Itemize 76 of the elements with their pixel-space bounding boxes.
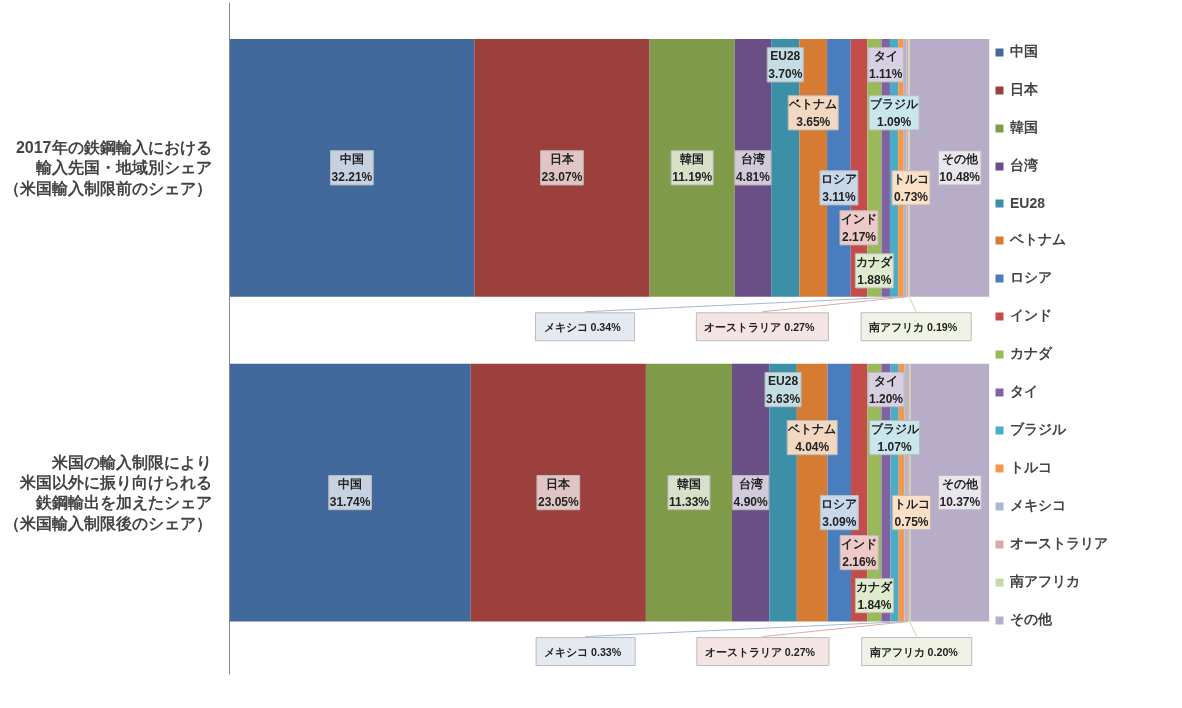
legend-label: カナダ (1010, 345, 1052, 363)
legend-label: トルコ (1010, 459, 1052, 477)
text: カナダ (856, 254, 893, 269)
data-label: 10.37% (939, 494, 981, 509)
data-label: 3.63% (766, 391, 801, 406)
text: オーストラリア 0.27% (704, 320, 815, 333)
data-label: 1.07% (877, 439, 912, 454)
legend-label: 中国 (1010, 43, 1038, 61)
data-label: 3.09% (822, 514, 857, 529)
text: 南アフリカ 0.20% (869, 645, 958, 658)
text: 韓国 (676, 476, 701, 491)
data-label: 11.33% (668, 494, 710, 509)
text: タイ (873, 373, 898, 388)
data-label: 3.11% (822, 189, 856, 204)
data-label: 2.16% (842, 554, 877, 569)
text: 台湾 (738, 476, 763, 491)
text: ロシア (820, 171, 857, 186)
data-label: 3.70% (768, 66, 803, 81)
text: 日本 (546, 476, 571, 491)
text: その他 (941, 476, 978, 491)
legend-label: 日本 (1010, 81, 1038, 99)
legend-label: オーストラリア (1010, 535, 1108, 553)
legend-label: その他 (1010, 611, 1052, 629)
y-tick-label: 米国の輸入制限により米国以外に振り向けられる鉄鋼輸出を加えたシェア（米国輸入制限後のシェア） (3, 453, 212, 533)
legend-label: タイ (1010, 383, 1038, 401)
data-label: 4.90% (733, 494, 768, 509)
data-label: 0.73% (893, 189, 929, 204)
text: 中国 (339, 151, 364, 166)
data-label: 1.20% (868, 391, 904, 406)
legend-label: 台湾 (1010, 157, 1038, 175)
data-label: 32.21% (331, 169, 373, 184)
text: インド (840, 211, 877, 226)
text: 韓国 (680, 151, 705, 166)
data-label: 4.04% (795, 439, 830, 454)
data-label: 23.05% (537, 494, 579, 509)
legend-label: 韓国 (1010, 119, 1038, 137)
text: ブラジル (870, 421, 919, 436)
text: ロシア (821, 496, 858, 511)
text: 南アフリカ 0.19% (869, 320, 958, 333)
legend-label: ブラジル (1010, 421, 1066, 439)
data-label: 23.07% (541, 169, 583, 184)
text: メキシコ 0.33% (544, 645, 622, 658)
data-label: 4.81% (735, 169, 771, 184)
text: 日本 (549, 151, 574, 166)
legend-label: EU28 (1010, 195, 1046, 211)
text: タイ (873, 48, 898, 63)
data-label: 1.88% (857, 272, 892, 287)
text: EU28 (768, 373, 799, 388)
data-label: 0.75% (894, 514, 929, 529)
legend-label: メキシコ (1010, 497, 1066, 515)
text: 台湾 (740, 151, 765, 166)
text: ベトナム (788, 421, 837, 436)
data-label: 11.19% (672, 169, 713, 184)
data-label: 2.17% (841, 229, 877, 244)
y-tick-label: 2017年の鉄鋼輸入における輸入先国・地域別シェア（米国輸入制限前のシェア） (3, 138, 212, 198)
legend-label: 南アフリカ (1010, 573, 1080, 591)
text: インド (841, 536, 878, 551)
text: ブラジル (870, 96, 919, 111)
text: 中国 (338, 476, 363, 491)
data-label: 1.84% (857, 597, 892, 612)
data-label: 10.48% (939, 169, 981, 184)
text: トルコ (893, 171, 929, 186)
text: トルコ (893, 496, 930, 511)
data-label: 31.74% (329, 494, 371, 509)
data-label: 3.65% (796, 114, 831, 129)
data-label: 1.09% (877, 114, 912, 129)
text: オーストラリア 0.27% (704, 645, 816, 658)
text: ベトナム (789, 96, 838, 111)
legend-label: ロシア (1010, 269, 1052, 287)
legend-label: インド (1010, 307, 1052, 325)
text: その他 (941, 151, 978, 166)
text: メキシコ 0.34% (543, 320, 621, 333)
text: EU28 (770, 48, 801, 63)
text: カナダ (856, 579, 893, 594)
data-label: 1.11% (869, 66, 903, 81)
legend-label: ベトナム (1010, 231, 1066, 249)
